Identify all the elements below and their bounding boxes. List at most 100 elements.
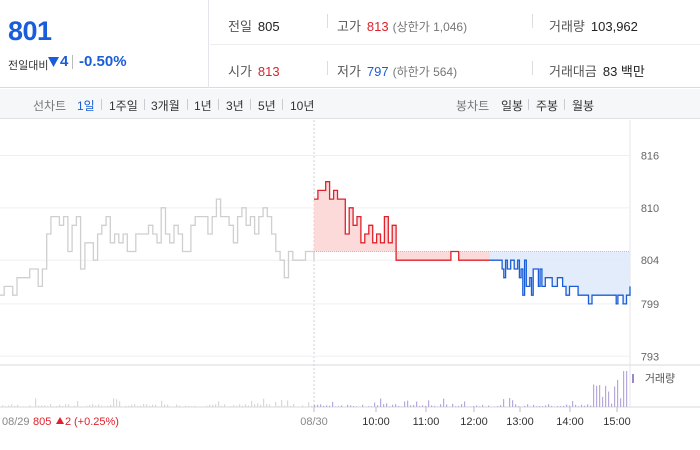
volume-bar [536, 406, 538, 407]
volume-bar [581, 404, 583, 407]
volume-bar [572, 400, 574, 407]
volume-bar [104, 406, 106, 407]
volume-bar [233, 405, 235, 407]
volume-bar [119, 401, 121, 407]
volume-bar [131, 404, 133, 407]
volume-bar [128, 405, 130, 407]
period-1w-tab[interactable]: 1주일 [109, 99, 138, 113]
divider [528, 99, 529, 110]
volume-legend-swatch [632, 374, 634, 383]
divider [101, 99, 102, 110]
intraday-chart: 816 810 804 799 793 08/29 08/30 10:00 11:00 12:0… [0, 120, 700, 428]
volume-bar [134, 404, 136, 407]
volume-bar [341, 405, 343, 407]
divider [187, 99, 188, 110]
volume-bar [287, 400, 289, 407]
volume-bar [107, 405, 109, 407]
volume-bar [242, 405, 244, 407]
period-3y-tab[interactable]: 3년 [226, 99, 244, 113]
volume-bar [62, 405, 64, 407]
today-down-line [490, 259, 631, 305]
volume-bar [143, 404, 145, 407]
volume-bar [17, 404, 19, 407]
candle-chart-label: 봉차트 [456, 99, 490, 113]
volume-bar [347, 404, 349, 407]
period-3m-tab[interactable]: 3개월 [151, 99, 180, 113]
y-tick-label: 799 [641, 299, 659, 311]
line-chart-label: 선차트 [33, 99, 67, 113]
volume-bar [446, 404, 448, 407]
volume-bar [218, 401, 220, 407]
x-tick-label: 15:00 [603, 416, 631, 428]
volume-bar [371, 406, 373, 407]
volume-bar [488, 405, 490, 407]
volume-bar [458, 405, 460, 407]
volume-bar [332, 401, 334, 407]
x-tick-label: 13:00 [506, 416, 534, 428]
change-label: 전일대비 [8, 60, 49, 72]
volume-bar [590, 405, 592, 407]
period-1y-tab[interactable]: 1년 [194, 99, 212, 113]
row-divider [210, 44, 700, 45]
x-tick-label: 12:00 [460, 416, 488, 428]
volume-bar [461, 404, 463, 407]
quote-header: 801 전일대비 4 -0.50% 전일 805 고가 813 (상한가 1,046)… [0, 0, 700, 88]
volume-bar [413, 404, 415, 407]
volume-bar [278, 405, 280, 407]
volume-bar [503, 399, 505, 407]
x-tick-label: 14:00 [556, 416, 584, 428]
volume-bar [512, 400, 514, 407]
volume-bar [302, 405, 304, 407]
volume-bar [398, 405, 400, 407]
candle-monthly-tab[interactable]: 월봉 [572, 99, 595, 113]
volume-bar [29, 405, 31, 407]
volume-bar [269, 404, 271, 407]
low-field: 저가 797 (하한가 564) [337, 61, 457, 80]
volume-bar [137, 405, 139, 407]
volume-bar [47, 406, 49, 407]
volume-bar [518, 406, 520, 407]
candle-daily-tab[interactable]: 일봉 [501, 99, 524, 113]
volume-bar [323, 405, 325, 407]
volume-bar [65, 404, 67, 407]
volume-bar [455, 406, 457, 407]
volume-bar [524, 405, 526, 407]
high-value: 813 [366, 19, 389, 34]
volume-bar [53, 406, 55, 407]
volume-bar [548, 404, 550, 407]
volume-bar [101, 405, 103, 407]
prev-day-close-label: 08/29 [2, 416, 30, 428]
price-summary: 801 전일대비 4 -0.50% [0, 0, 209, 88]
volume-bar [281, 399, 283, 407]
period-5y-tab[interactable]: 5년 [258, 99, 276, 113]
volume-bar [59, 404, 61, 407]
volume-bar [245, 404, 247, 407]
volume-bar [50, 404, 52, 407]
period-10y-tab[interactable]: 10년 [290, 99, 315, 113]
volume-bar [179, 405, 181, 407]
volume-bar [320, 404, 322, 407]
volume-bar [605, 385, 607, 407]
volume-bar [431, 405, 433, 407]
down-arrow-icon [48, 57, 59, 67]
volume-bar [314, 405, 316, 407]
volume-value: 103,962 [590, 19, 638, 34]
divider [218, 99, 219, 110]
volume-bar [374, 402, 376, 407]
volume-bar [14, 405, 16, 407]
open-value: 813 [257, 64, 280, 79]
volume-bar [452, 403, 454, 407]
candle-weekly-tab[interactable]: 주봉 [536, 99, 559, 113]
volume-bar [149, 405, 151, 407]
open-label: 시가 [228, 64, 252, 79]
open-field: 시가 813 [228, 61, 280, 80]
volume-bar [89, 405, 91, 407]
volume-bar [476, 405, 478, 407]
volume-bar [338, 406, 340, 407]
period-1d-tab[interactable]: 1일 [77, 99, 95, 113]
volume-bar [98, 404, 100, 407]
volume-bar [221, 405, 223, 407]
volume-bar [8, 405, 10, 407]
volume-label: 거래량 [549, 19, 585, 34]
